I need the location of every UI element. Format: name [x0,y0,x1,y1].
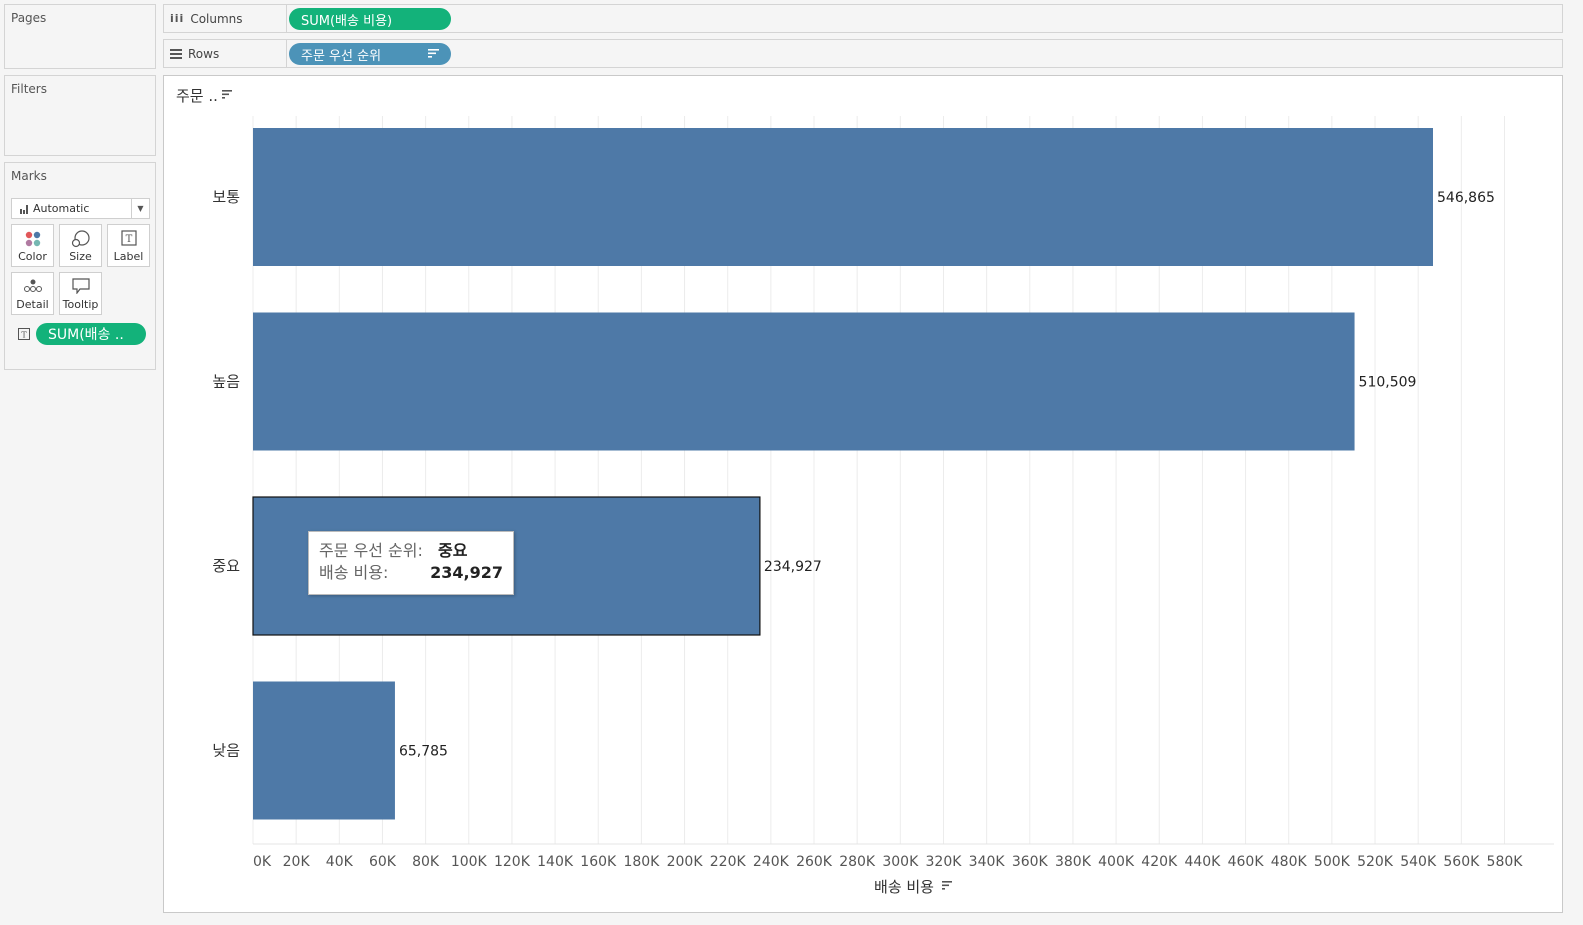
x-tick-label: 240K [753,854,790,870]
size-button[interactable]: Size [59,224,102,267]
x-tick-label: 440K [1184,854,1221,870]
x-axis-title[interactable]: 배송 비용 [874,878,934,896]
x-tick-label: 460K [1228,854,1265,870]
rows-label: Rows [188,46,220,61]
value-label: 510,509 [1359,375,1417,391]
tooltip-button[interactable]: Tooltip [59,272,102,315]
bar[interactable] [253,681,395,820]
bar-chart[interactable]: 주문 .. 보통 546,865 높음 510,509 중요 234,927 낮음 65,78… [164,76,1562,912]
marks-title: Marks [11,169,47,183]
x-tick-label: 200K [667,854,704,870]
sort-descending-icon [428,49,439,58]
x-tick-label: 420K [1141,854,1178,870]
x-tick-label: 40K [326,854,354,870]
value-label: 234,927 [764,559,822,575]
svg-text:T: T [21,331,27,340]
tooltip-priority-value: 중요 [438,541,468,560]
x-tick-label: 520K [1357,854,1394,870]
color-dots-icon [25,231,40,247]
x-tick-label: 140K [537,854,574,870]
detail-button[interactable]: Detail [11,272,54,315]
rows-shelf[interactable]: Rows 주문 우선 순위 [163,39,1563,68]
row-header-label[interactable]: 주문 .. [176,87,218,105]
x-tick-label: 300K [882,854,919,870]
detail-label: Detail [16,298,49,311]
x-axis-sort-icon[interactable] [942,881,952,890]
columns-icon: iii [170,12,185,25]
tooltip-popup: 주문 우선 순위: 중요 배송 비용: 234,927 [308,531,514,595]
bar[interactable] [253,128,1433,266]
x-tick-label: 560K [1443,854,1480,870]
color-button[interactable]: Color [11,224,54,267]
bar[interactable] [253,312,1355,451]
columns-shelf[interactable]: iii Columns SUM(배송 비용) [163,4,1563,33]
x-tick-label: 260K [796,854,833,870]
text-field-icon: T [18,328,30,340]
value-label: 65,785 [399,744,448,760]
category-label[interactable]: 높음 [212,373,240,391]
rows-pill[interactable]: 주문 우선 순위 [289,43,451,65]
viz-area[interactable]: 주문 .. 보통 546,865 높음 510,509 중요 234,927 낮음 65,78… [163,75,1563,913]
category-label[interactable]: 보통 [212,188,240,206]
x-tick-label: 320K [926,854,963,870]
bars: 보통 546,865 높음 510,509 중요 234,927 낮음 65,785 [212,128,1495,820]
x-tick-label: 400K [1098,854,1135,870]
pages-title: Pages [11,11,47,25]
x-tick-label: 340K [969,854,1006,870]
mark-type-dropdown[interactable]: Automatic ▼ [11,198,150,219]
category-label[interactable]: 중요 [212,557,240,575]
speech-bubble-icon [71,278,90,294]
tooltip-row-priority: 주문 우선 순위: 중요 [319,540,503,562]
x-tick-label: 100K [451,854,488,870]
tooltip-cost-value: 234,927 [430,563,503,582]
filters-card[interactable]: Filters [4,75,156,156]
svg-text:T: T [125,234,132,245]
columns-shelf-label: iii Columns [164,5,287,32]
x-tick-label: 20K [283,854,311,870]
x-tick-label: 380K [1055,854,1092,870]
x-tick-label: 360K [1012,854,1049,870]
value-label: 546,865 [1437,190,1495,206]
x-tick-label: 60K [369,854,397,870]
filters-title: Filters [11,82,47,96]
pages-card[interactable]: Pages [4,4,156,69]
detail-dots-icon [23,279,42,292]
label-label: Label [113,250,144,263]
mark-type-label: Automatic [33,202,90,215]
x-axis: 0K 20K 40K 60K 80K 100K 120K 140K 160K 180K 200K 22… [253,843,1554,870]
marks-card: Marks Automatic ▼ Color Size T Label [4,162,156,370]
tooltip-cost-label: 배송 비용: [319,563,389,582]
size-label: Size [69,250,92,263]
text-label-icon: T [120,230,137,246]
x-tick-label: 80K [412,854,440,870]
x-tick-label: 500K [1314,854,1351,870]
bar-chart-icon [20,204,28,214]
rows-shelf-label: Rows [164,40,287,67]
x-tick-label: 480K [1271,854,1308,870]
tooltip-priority-label: 주문 우선 순위: [319,541,423,560]
x-tick-label: 220K [710,854,747,870]
rows-icon [170,47,182,61]
label-field-pill[interactable]: SUM(배송 .. [36,323,146,345]
x-tick-label: 180K [623,854,660,870]
tooltip-row-cost: 배송 비용: 234,927 [319,562,503,584]
x-tick-label: 540K [1400,854,1437,870]
x-tick-label: 120K [494,854,531,870]
tooltip-label: Tooltip [62,298,99,311]
columns-label: Columns [190,11,243,26]
x-tick-label: 0K [253,854,272,870]
row-header-sort-icon[interactable] [222,90,232,99]
x-tick-label: 280K [839,854,876,870]
chevron-down-icon: ▼ [131,199,149,218]
rows-pill-label: 주문 우선 순위 [301,48,382,64]
category-label[interactable]: 낮음 [212,742,240,760]
size-circles-icon [71,230,90,248]
x-tick-label: 580K [1487,854,1524,870]
label-button[interactable]: T Label [107,224,150,267]
color-label: Color [18,250,47,263]
columns-pill[interactable]: SUM(배송 비용) [289,8,451,30]
x-tick-label: 160K [580,854,617,870]
